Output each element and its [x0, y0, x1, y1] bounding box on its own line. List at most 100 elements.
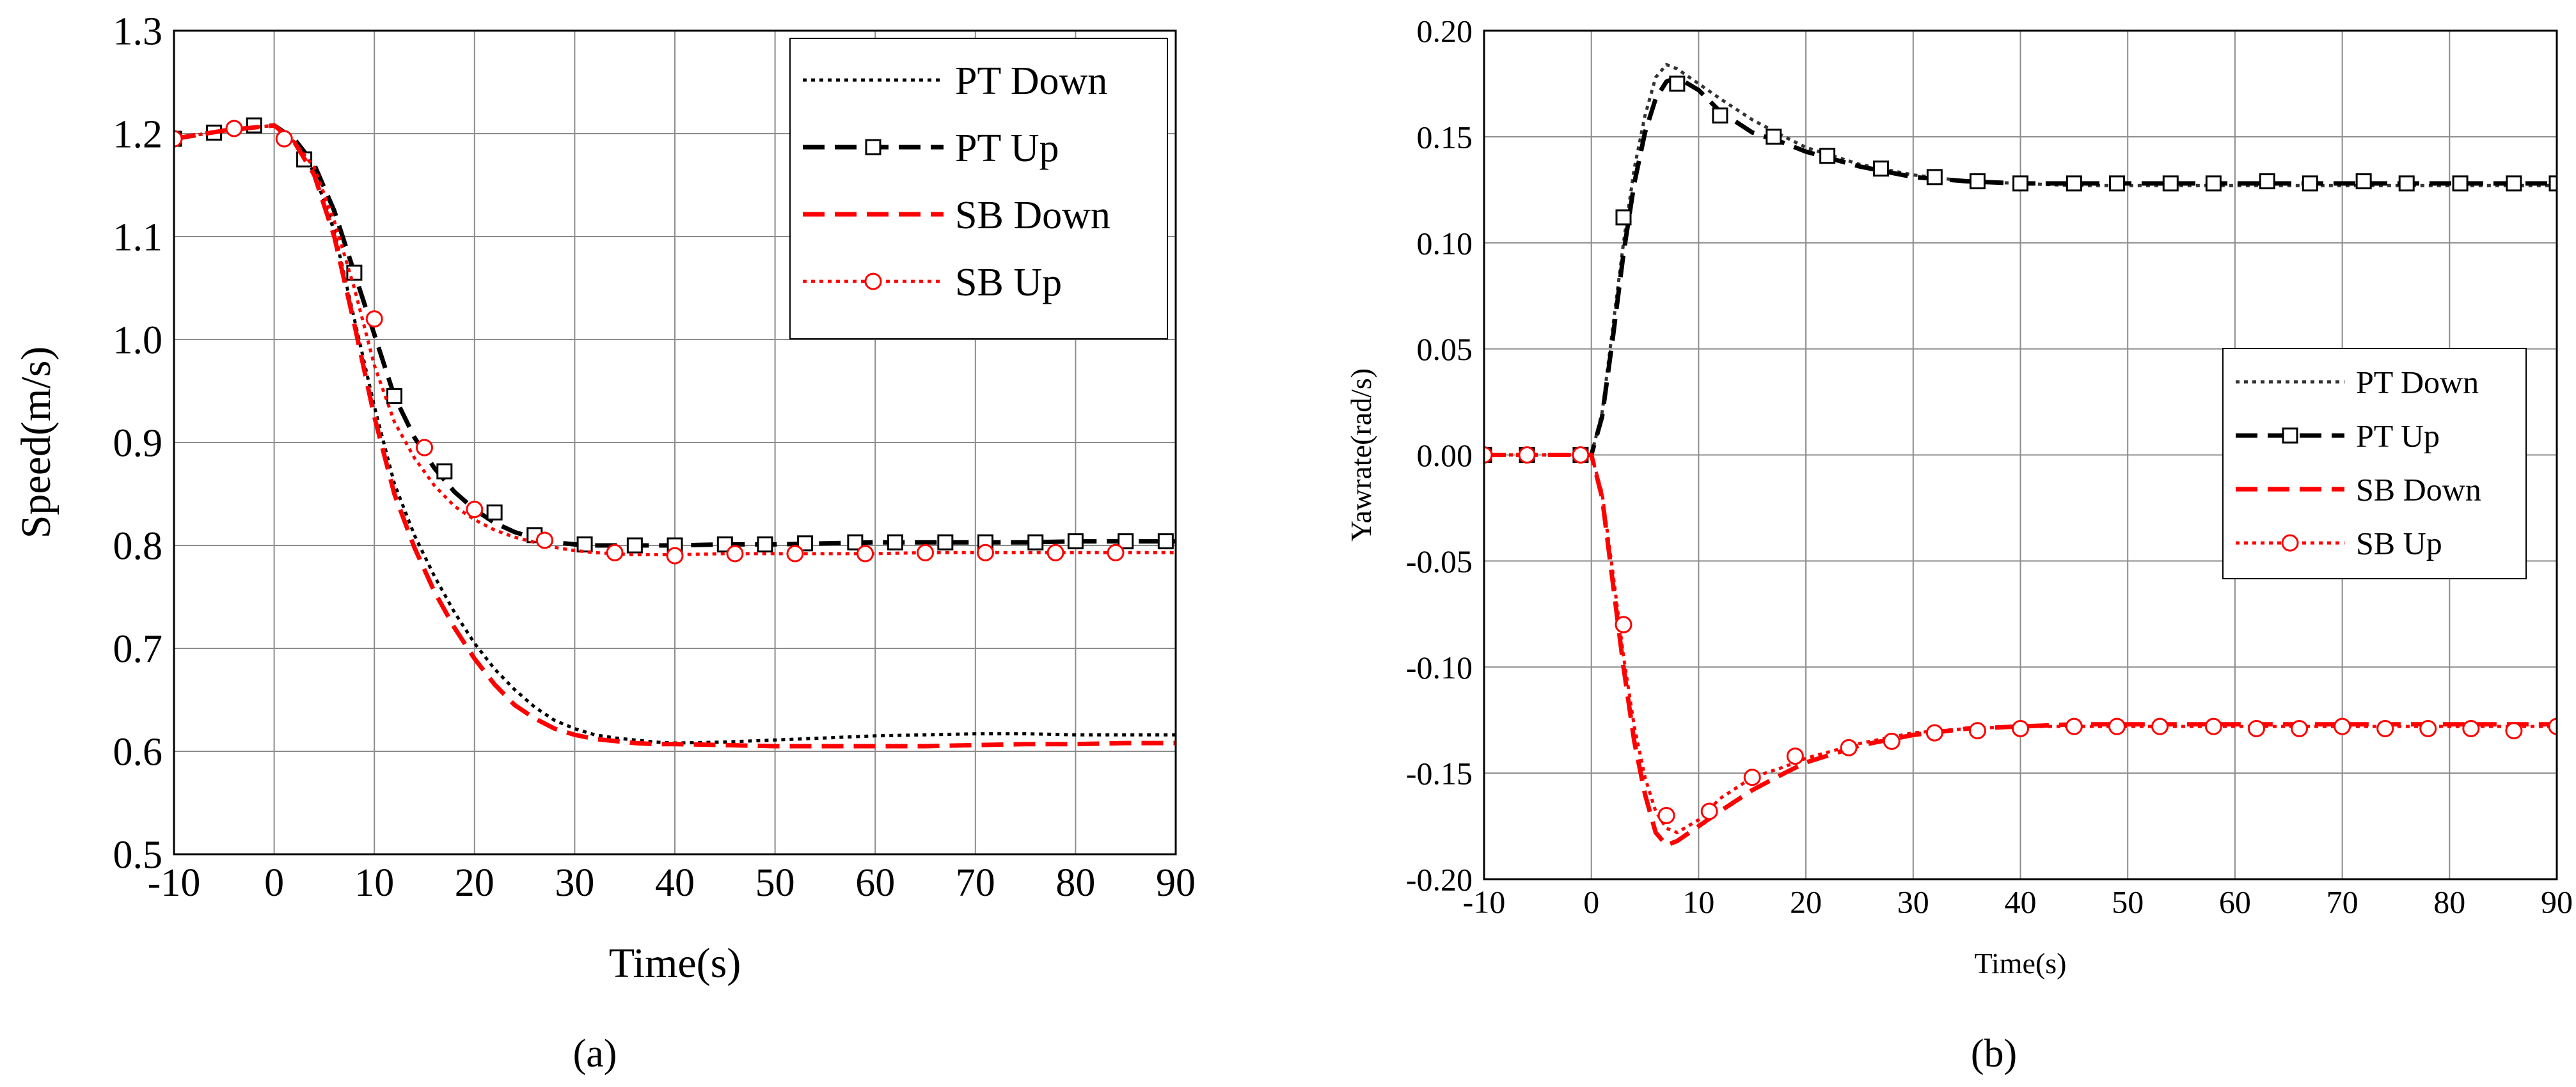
data-point — [2355, 173, 2372, 190]
data-point — [726, 545, 744, 563]
chart-a: -10 0 10 20 30 40 50 60 70 80 90 0.5 0.6 0.7 0.8 0.9 1.0… — [13, 10, 1196, 987]
data-point — [1615, 616, 1632, 634]
legend-label: SB Up — [2356, 526, 2442, 561]
x-tick-label: 60 — [2219, 884, 2251, 920]
x-tick-label: 30 — [555, 861, 594, 905]
x-tick-label: -10 — [148, 861, 201, 905]
legend-label: PT Down — [2356, 364, 2479, 400]
y-tick-label: 1.2 — [113, 113, 163, 157]
data-point — [2462, 719, 2480, 737]
data-point — [436, 463, 453, 480]
data-point — [2066, 175, 2082, 192]
x-tick-label: 50 — [2112, 884, 2144, 920]
data-point — [1840, 739, 1858, 756]
data-point — [2162, 175, 2179, 192]
data-point — [1657, 806, 1675, 824]
data-point — [1712, 107, 1728, 124]
legend-label: SB Down — [2356, 472, 2481, 508]
legend-box — [789, 38, 1168, 340]
legend-label: SB Down — [955, 194, 1110, 237]
legend-label: PT Up — [2356, 418, 2440, 454]
x-tick-label: 80 — [2433, 884, 2465, 920]
data-point — [1969, 173, 1986, 190]
data-point — [1883, 732, 1900, 750]
legend: PT Down PT Up SB Down SB Up — [2222, 348, 2527, 579]
data-point — [2505, 722, 2523, 740]
plot-frame — [1483, 29, 2558, 880]
legend-label: PT Down — [955, 59, 1107, 103]
data-point — [2259, 173, 2275, 190]
data-point — [2291, 719, 2309, 737]
x-tick-label: 10 — [354, 861, 394, 905]
y-tick-label: 0.05 — [1417, 331, 1473, 367]
chart-b: -10 0 10 20 30 40 50 60 70 80 90 -0.20 -0.15 -0.10 -0.… — [1345, 13, 2573, 980]
y-tick-label: 0.20 — [1417, 13, 1473, 49]
data-point — [666, 547, 684, 565]
y-tick-label: -0.20 — [1406, 862, 1473, 898]
y-tick-label: 0.6 — [113, 731, 163, 774]
data-point — [535, 531, 553, 549]
data-point — [576, 536, 593, 552]
data-point — [1118, 533, 1134, 550]
data-point — [797, 535, 814, 552]
data-point — [2204, 717, 2222, 735]
series-line-pt-up — [174, 123, 1176, 548]
series-line-pt-down — [174, 123, 1176, 745]
y-tick-label: 1.0 — [113, 319, 163, 363]
data-point — [2108, 175, 2125, 192]
data-point — [486, 504, 503, 520]
data-point — [1872, 160, 1889, 177]
data-point — [416, 439, 433, 457]
data-point — [1669, 75, 1686, 92]
x-tick-label: 70 — [2327, 884, 2359, 920]
data-point — [2334, 717, 2351, 735]
data-point — [365, 310, 383, 328]
series-line-sb-down — [174, 123, 1176, 749]
data-point — [2302, 175, 2318, 192]
x-tick-label: 70 — [956, 861, 995, 905]
data-point — [606, 544, 624, 561]
data-point — [1819, 148, 1836, 164]
y-tick-label: 0.9 — [113, 422, 163, 465]
x-tick-label: 40 — [655, 861, 695, 905]
data-point — [174, 130, 183, 148]
legend-box — [2222, 348, 2527, 579]
data-point — [2398, 175, 2415, 192]
data-point — [386, 388, 403, 405]
x-tick-label: 20 — [455, 861, 494, 905]
data-point — [1047, 544, 1064, 561]
data-point — [2151, 717, 2169, 735]
data-point — [976, 544, 994, 561]
data-point — [1572, 446, 1590, 464]
plot-frame — [173, 29, 1177, 856]
data-point — [346, 264, 363, 281]
data-point — [2376, 719, 2394, 737]
data-point — [917, 544, 934, 561]
data-point — [786, 545, 804, 563]
x-tick-label: 80 — [1055, 861, 1095, 905]
x-tick-label: 0 — [264, 861, 284, 905]
data-point — [2419, 719, 2437, 737]
y-tick-label: 0.10 — [1417, 225, 1473, 261]
data-point — [1700, 802, 1718, 820]
y-tick-label: 1.1 — [113, 216, 163, 260]
data-point — [466, 501, 484, 519]
data-point — [857, 545, 874, 563]
data-point — [2548, 717, 2557, 735]
data-point — [1968, 722, 1986, 740]
caption-a: (a) — [573, 1032, 617, 1075]
x-axis-title: Time(s) — [609, 940, 741, 987]
caption-b: (b) — [1971, 1032, 2017, 1075]
data-point — [1766, 129, 1782, 145]
x-axis-title: Time(s) — [1975, 947, 2067, 980]
legend-marker — [865, 139, 881, 155]
y-tick-label: -0.10 — [1406, 650, 1473, 685]
data-point — [847, 534, 864, 551]
x-tick-label: 40 — [2005, 884, 2037, 920]
series-layer — [1484, 63, 2557, 848]
x-tick-label: 60 — [855, 861, 895, 905]
data-point — [2247, 719, 2265, 737]
data-point — [1786, 747, 1804, 765]
legend-marker — [2281, 534, 2299, 552]
